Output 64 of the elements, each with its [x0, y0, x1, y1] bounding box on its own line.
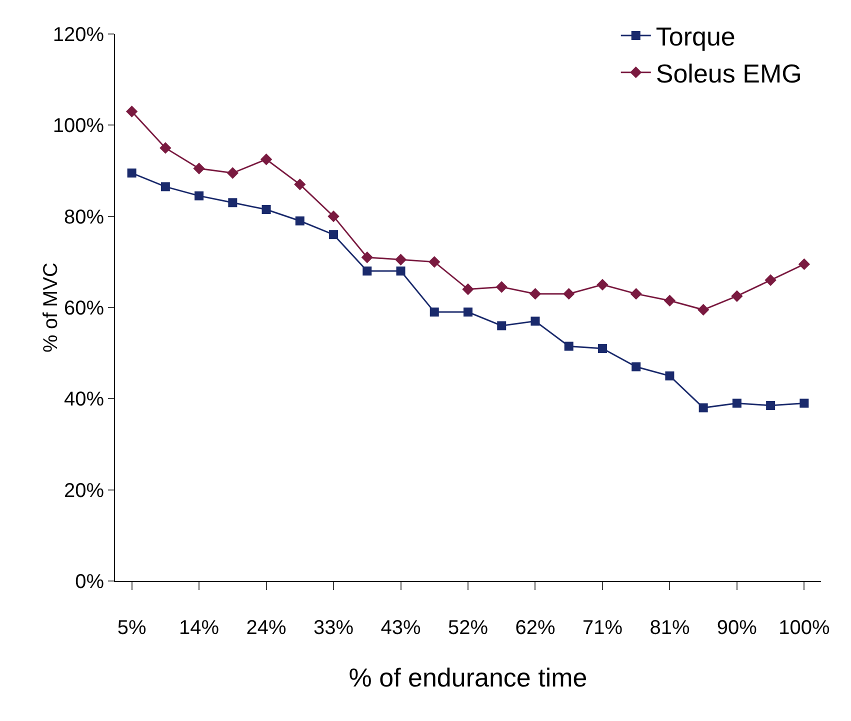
point — [632, 362, 641, 372]
point — [228, 198, 238, 208]
x-tick-label: 71% — [582, 617, 623, 639]
x-tick-label: 33% — [314, 617, 354, 639]
point — [462, 283, 474, 296]
point — [731, 290, 743, 302]
point — [530, 316, 540, 326]
point — [396, 266, 406, 276]
point — [428, 256, 440, 268]
y-tick-label: 40% — [64, 388, 104, 411]
x-tick-label: 90% — [716, 617, 758, 639]
point — [160, 142, 172, 154]
x-tick-label: 52% — [448, 617, 488, 639]
point — [226, 167, 239, 179]
legend-label: Soleus EMG — [656, 58, 802, 88]
point — [665, 371, 674, 380]
point — [194, 191, 204, 200]
point — [329, 230, 338, 240]
point — [193, 162, 205, 174]
point — [294, 178, 306, 190]
point — [766, 401, 776, 410]
x-tick-label: 62% — [515, 617, 556, 639]
y-tick-label: 120% — [52, 24, 104, 46]
point — [295, 216, 304, 226]
point — [529, 288, 542, 300]
x-tick-label: 100% — [778, 617, 830, 639]
y-tick-label: 100% — [52, 115, 104, 138]
point — [563, 288, 575, 300]
y-axis-title: % of MVC — [40, 262, 62, 353]
x-tick-label: 5% — [117, 617, 146, 639]
x-tick-label: 81% — [650, 617, 690, 639]
point — [564, 342, 574, 351]
point — [764, 274, 776, 286]
point — [596, 278, 608, 291]
point — [496, 281, 508, 293]
point — [697, 304, 710, 316]
y-tick-label: 60% — [64, 298, 104, 320]
x-tick-label: 43% — [380, 617, 421, 639]
x-tick-label: 14% — [179, 617, 220, 639]
point — [126, 106, 138, 118]
point — [394, 254, 407, 266]
point — [260, 154, 272, 166]
x-tick-label: 24% — [246, 617, 287, 639]
point — [160, 182, 170, 192]
point — [798, 258, 810, 270]
point — [262, 205, 271, 214]
point — [328, 210, 340, 222]
y-tick-label: 20% — [64, 480, 104, 502]
point — [362, 266, 372, 276]
point — [464, 308, 472, 317]
point — [800, 398, 809, 408]
x-axis-title: % of endurance time — [348, 662, 588, 693]
point — [127, 168, 136, 178]
y-tick-label: 0% — [75, 571, 104, 593]
point — [732, 398, 742, 408]
point — [630, 288, 642, 300]
point — [664, 294, 676, 307]
point — [698, 403, 708, 412]
legend-label: Torque — [656, 22, 736, 52]
point — [598, 344, 607, 354]
point — [430, 308, 439, 317]
y-tick-label: 80% — [64, 206, 104, 228]
point — [497, 321, 506, 330]
point — [361, 252, 373, 264]
